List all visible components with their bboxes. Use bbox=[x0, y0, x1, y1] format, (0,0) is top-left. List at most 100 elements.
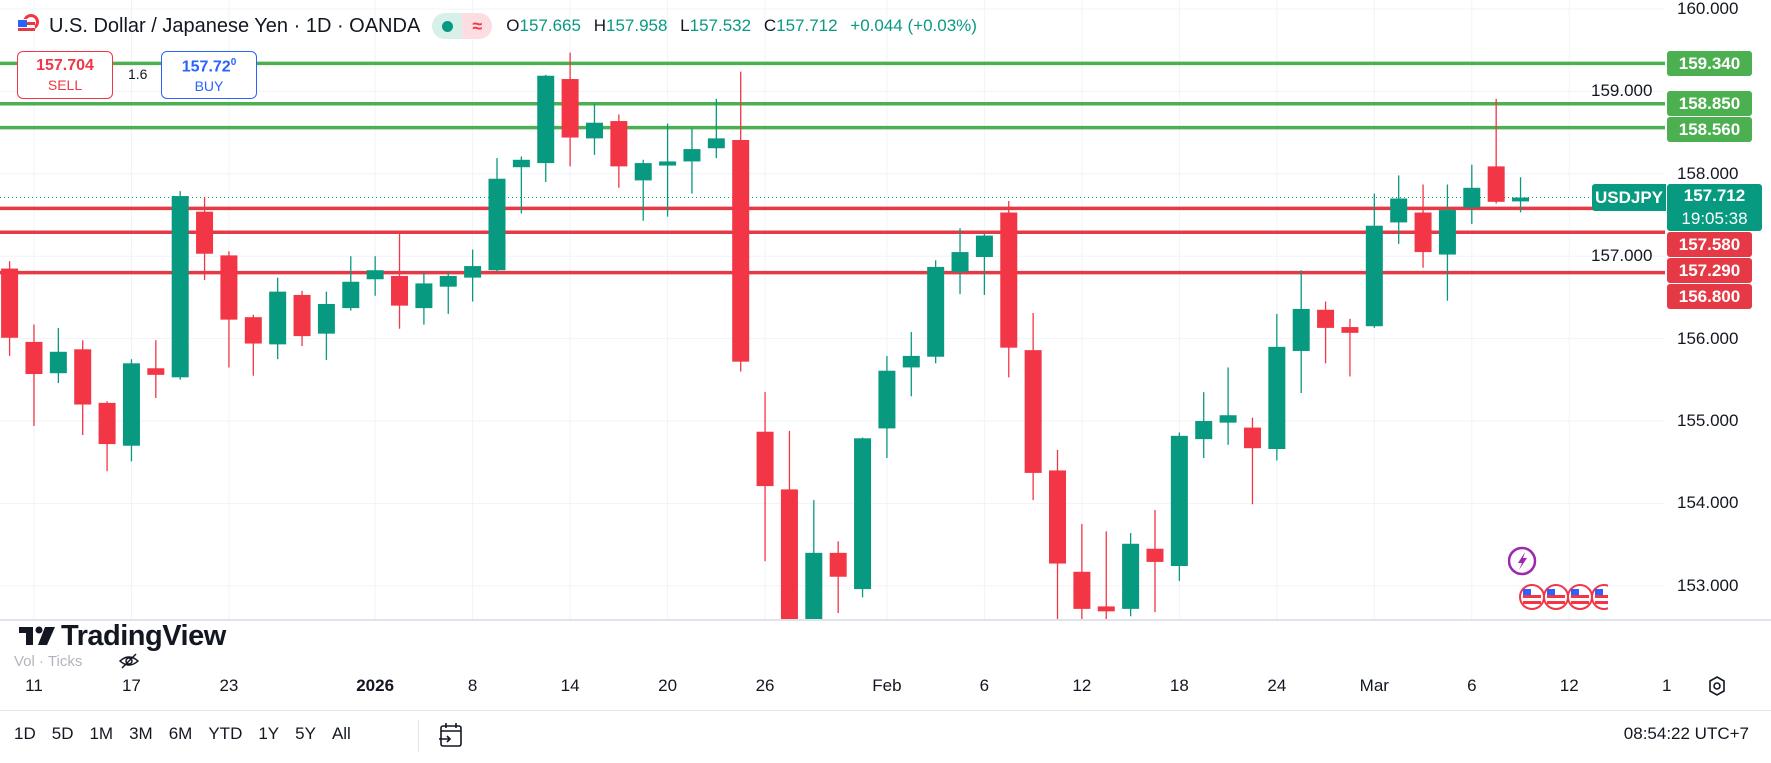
range-button-1m[interactable]: 1M bbox=[89, 724, 114, 743]
range-button-5d[interactable]: 5D bbox=[51, 724, 74, 743]
candle[interactable] bbox=[610, 114, 628, 188]
price-chart-plot[interactable] bbox=[0, 0, 1665, 619]
candle[interactable] bbox=[1390, 175, 1408, 244]
candle[interactable] bbox=[780, 430, 798, 619]
range-button-3m[interactable]: 3M bbox=[129, 724, 153, 743]
candle[interactable] bbox=[1414, 184, 1432, 268]
candle[interactable] bbox=[1073, 524, 1091, 619]
candle[interactable] bbox=[1195, 392, 1213, 459]
candle[interactable] bbox=[391, 233, 409, 329]
range-button-ytd[interactable]: YTD bbox=[208, 724, 243, 743]
us-flag-event-icon[interactable] bbox=[1519, 584, 1545, 610]
candle[interactable] bbox=[25, 324, 43, 426]
support-price-label[interactable]: 156.800 bbox=[1667, 284, 1752, 309]
candle[interactable] bbox=[927, 260, 945, 364]
sell-button[interactable]: 157.704 SELL bbox=[17, 51, 113, 99]
us-flag-event-icon[interactable] bbox=[1567, 584, 1593, 610]
candle[interactable] bbox=[98, 401, 116, 472]
resistance-price-label[interactable]: 158.850 bbox=[1667, 91, 1752, 117]
candle[interactable] bbox=[659, 123, 677, 217]
candle[interactable] bbox=[74, 340, 92, 436]
market-status[interactable]: ≈ bbox=[432, 13, 493, 39]
range-button-5y[interactable]: 5Y bbox=[295, 724, 316, 743]
candle[interactable] bbox=[244, 314, 262, 376]
candle[interactable] bbox=[1341, 318, 1359, 377]
candle[interactable] bbox=[147, 340, 165, 398]
candle[interactable] bbox=[1097, 531, 1115, 619]
candle[interactable] bbox=[293, 290, 311, 347]
symbol-title[interactable]: U.S. Dollar / Japanese Yen · 1D · OANDA bbox=[49, 14, 421, 37]
candle[interactable] bbox=[1463, 164, 1481, 225]
candle[interactable] bbox=[49, 327, 67, 384]
candle[interactable] bbox=[464, 249, 482, 302]
candle[interactable] bbox=[415, 272, 433, 325]
eye-hidden-icon[interactable] bbox=[118, 652, 140, 670]
candle[interactable] bbox=[512, 156, 530, 214]
candle[interactable] bbox=[902, 332, 920, 397]
candle[interactable] bbox=[1365, 193, 1383, 328]
candle[interactable] bbox=[1, 261, 19, 356]
candle[interactable] bbox=[561, 52, 579, 167]
support-price-label[interactable]: 157.290 bbox=[1667, 258, 1752, 283]
candle[interactable] bbox=[1317, 301, 1335, 364]
candle[interactable] bbox=[1292, 270, 1310, 393]
range-button-all[interactable]: All bbox=[331, 724, 351, 743]
time-axis[interactable]: 11 17 23 2026 8 14 20 26 Feb 6 12 18 24 Mar 6 12 1 bbox=[0, 672, 1671, 702]
candle[interactable] bbox=[732, 71, 750, 372]
candle[interactable] bbox=[488, 158, 506, 272]
candle[interactable] bbox=[878, 355, 896, 459]
candle[interactable] bbox=[171, 191, 189, 380]
candle[interactable] bbox=[1512, 177, 1530, 213]
candle[interactable] bbox=[707, 98, 725, 159]
candle[interactable] bbox=[585, 103, 603, 155]
candle[interactable] bbox=[220, 251, 238, 368]
candle[interactable] bbox=[269, 277, 287, 360]
candle[interactable] bbox=[951, 228, 969, 295]
go-to-date-calendar-icon[interactable] bbox=[438, 721, 464, 749]
range-button-6m[interactable]: 6M bbox=[168, 724, 193, 743]
candle[interactable] bbox=[829, 541, 847, 613]
candle[interactable] bbox=[196, 196, 214, 281]
candle[interactable] bbox=[1122, 533, 1140, 617]
candle[interactable] bbox=[1268, 313, 1286, 461]
candle[interactable] bbox=[439, 271, 457, 314]
lightning-event-icon[interactable] bbox=[1507, 546, 1537, 576]
range-button-1d[interactable]: 1D bbox=[14, 724, 36, 743]
resistance-price-label[interactable]: 158.560 bbox=[1667, 117, 1752, 143]
candle[interactable] bbox=[1146, 509, 1164, 613]
candle-body bbox=[707, 138, 725, 149]
candle[interactable] bbox=[317, 291, 335, 361]
candle[interactable] bbox=[756, 392, 774, 562]
candle[interactable] bbox=[366, 256, 384, 296]
candle[interactable] bbox=[122, 359, 140, 462]
us-flag-event-icon[interactable] bbox=[1591, 584, 1617, 610]
resistance-price-label[interactable]: 159.340 bbox=[1667, 50, 1752, 76]
support-price-label[interactable]: 157.580 bbox=[1667, 232, 1752, 257]
candle[interactable] bbox=[1219, 367, 1237, 445]
candle[interactable] bbox=[1049, 449, 1067, 619]
candle[interactable] bbox=[342, 256, 360, 311]
pane-separator[interactable] bbox=[0, 619, 1771, 621]
candle[interactable] bbox=[634, 159, 652, 221]
candle[interactable] bbox=[1000, 200, 1018, 378]
candle[interactable] bbox=[1170, 432, 1188, 581]
us-flag-event-icon[interactable] bbox=[1543, 584, 1569, 610]
clock-timezone[interactable]: 08:54:22 UTC+7 bbox=[1623, 724, 1749, 743]
candle[interactable] bbox=[975, 233, 993, 295]
range-button-1y[interactable]: 1Y bbox=[258, 724, 280, 743]
candle[interactable] bbox=[683, 128, 701, 194]
candle[interactable] bbox=[1243, 417, 1261, 505]
volume-indicator-label[interactable]: Vol · Ticks bbox=[14, 653, 83, 670]
candle[interactable] bbox=[1487, 98, 1505, 204]
candle[interactable] bbox=[1438, 184, 1456, 301]
buy-button[interactable]: 157.720 BUY bbox=[161, 51, 257, 99]
candle-body bbox=[1146, 548, 1164, 562]
candle[interactable] bbox=[1024, 313, 1042, 501]
candle-body bbox=[317, 303, 335, 334]
candle[interactable] bbox=[854, 437, 872, 598]
price-axis[interactable]: 160.000 159.000 158.000 157.000 156.000 155.0… bbox=[1591, 0, 1771, 619]
settings-icon[interactable] bbox=[1706, 675, 1728, 697]
close-label: C bbox=[763, 16, 777, 35]
candle[interactable] bbox=[805, 500, 823, 619]
candle[interactable] bbox=[537, 74, 555, 183]
